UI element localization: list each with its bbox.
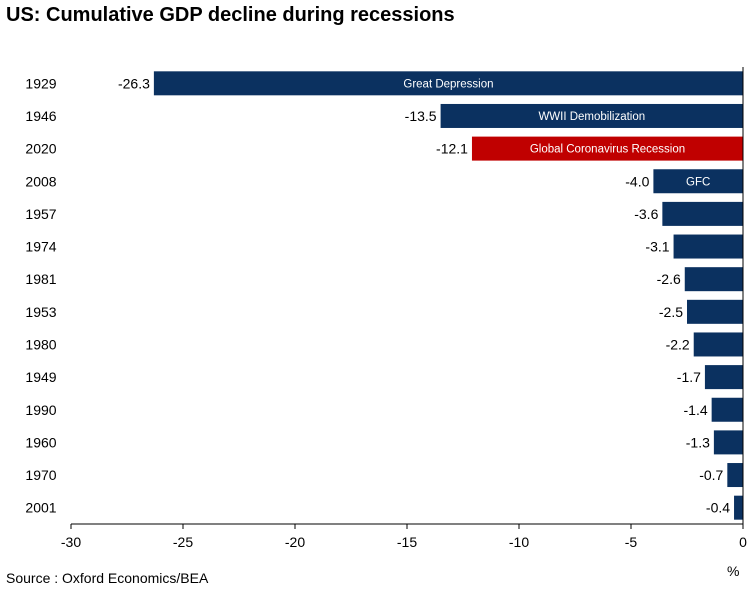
- value-label-1974: -3.1: [645, 239, 669, 255]
- category-label-2008: 2008: [25, 173, 56, 189]
- bar-1953: [687, 299, 743, 324]
- bar-1970: [727, 463, 743, 488]
- value-label-1970: -0.7: [699, 467, 723, 483]
- category-label-1980: 1980: [25, 336, 56, 352]
- category-label-1929: 1929: [25, 75, 56, 91]
- bar-1990: [711, 397, 743, 422]
- x-tick-label: 0: [739, 534, 747, 550]
- bar-1949: [704, 365, 743, 390]
- bar-1946: [440, 103, 743, 128]
- x-tick-label: -15: [397, 534, 417, 550]
- category-label-1990: 1990: [25, 402, 56, 418]
- value-label-2008: -4.0: [625, 173, 649, 189]
- bar-annotation-1929: Great Depression: [403, 78, 493, 90]
- value-label-2001: -0.4: [706, 500, 730, 516]
- category-label-1949: 1949: [25, 369, 56, 385]
- x-tick-label: -20: [285, 534, 305, 550]
- value-label-1960: -1.3: [686, 434, 710, 450]
- bar-1980: [693, 332, 743, 357]
- x-axis-unit-label: %: [727, 563, 740, 579]
- chart-title: US: Cumulative GDP decline during recess…: [6, 4, 455, 26]
- x-tick-label: -25: [173, 534, 193, 550]
- value-label-2020: -12.1: [436, 141, 468, 157]
- bar-1960: [713, 430, 743, 455]
- category-label-1970: 1970: [25, 467, 56, 483]
- value-label-1929: -26.3: [118, 75, 150, 91]
- value-label-1990: -1.4: [684, 402, 708, 418]
- bar-2020: [471, 136, 743, 161]
- x-tick-label: -5: [625, 534, 638, 550]
- source-note: Source : Oxford Economics/BEA: [6, 570, 209, 586]
- bar-annotation-2008: GFC: [686, 176, 710, 188]
- bar-1981: [684, 267, 743, 292]
- value-label-1981: -2.6: [657, 271, 681, 287]
- category-label-1974: 1974: [25, 239, 56, 255]
- bar-1974: [673, 234, 743, 259]
- category-label-1957: 1957: [25, 206, 56, 222]
- bar-1929: [153, 71, 743, 96]
- value-label-1953: -2.5: [659, 304, 683, 320]
- category-label-1946: 1946: [25, 108, 56, 124]
- category-label-1960: 1960: [25, 434, 56, 450]
- x-tick-label: -10: [509, 534, 529, 550]
- value-label-1957: -3.6: [634, 206, 658, 222]
- bar-1957: [662, 201, 743, 226]
- category-label-2001: 2001: [25, 500, 56, 516]
- category-label-1981: 1981: [25, 271, 56, 287]
- value-label-1980: -2.2: [666, 336, 690, 352]
- bar-annotation-1946: WWII Demobilization: [538, 111, 645, 123]
- x-tick-label: -30: [61, 534, 81, 550]
- bar-2001: [734, 495, 743, 520]
- category-label-2020: 2020: [25, 141, 56, 157]
- value-label-1949: -1.7: [677, 369, 701, 385]
- bar-annotation-2020: Global Coronavirus Recession: [530, 144, 685, 156]
- bar-2008: [653, 169, 743, 194]
- value-label-1946: -13.5: [405, 108, 437, 124]
- category-label-1953: 1953: [25, 304, 56, 320]
